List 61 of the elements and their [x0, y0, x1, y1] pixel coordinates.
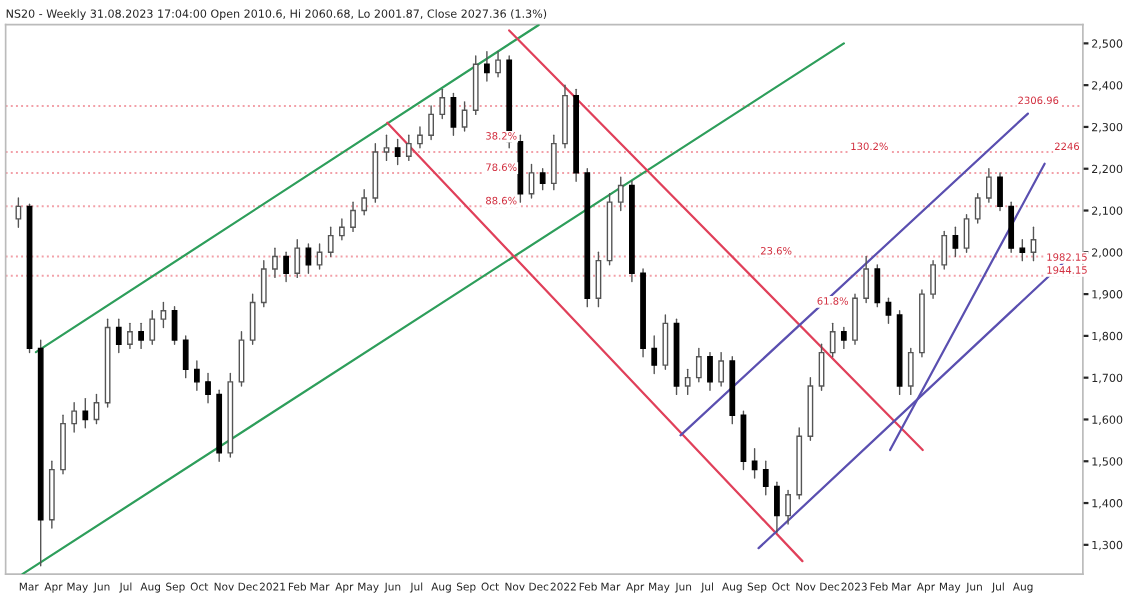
candlestick [316, 243, 323, 270]
candlestick [350, 201, 356, 233]
candlestick [930, 259, 936, 299]
candlestick [383, 134, 390, 162]
candlestick [484, 51, 490, 82]
candlestick [495, 51, 501, 78]
candlestick [127, 322, 133, 350]
candlestick [417, 126, 423, 149]
candlestick [662, 314, 669, 371]
candlestick [428, 105, 435, 141]
candlestick [305, 243, 312, 274]
candlestick [272, 247, 278, 279]
candlestick [205, 372, 211, 404]
candlestick [160, 301, 167, 329]
candlestick [294, 239, 301, 279]
candlestick [695, 347, 702, 383]
candlestick [260, 259, 267, 308]
candlestick [138, 322, 144, 350]
candlestick [874, 264, 881, 308]
candlestick [774, 481, 780, 533]
candlestick [907, 347, 914, 396]
candlestick [405, 134, 412, 162]
candlestick [684, 368, 691, 396]
candlestick [985, 168, 992, 203]
candlestick [82, 397, 89, 429]
candlestick [707, 351, 713, 391]
candlestick [651, 335, 658, 375]
candlestick [997, 172, 1003, 212]
candlestick [249, 293, 256, 345]
candlestick [394, 138, 401, 166]
candlestick [182, 335, 189, 379]
candlestick [1008, 201, 1015, 254]
candlestick [1030, 226, 1037, 262]
candlestick [617, 176, 624, 212]
candlestick [439, 88, 446, 120]
candlestick [372, 142, 379, 203]
candlestick [941, 230, 948, 270]
candlestick [539, 168, 546, 191]
candlestick [15, 197, 22, 228]
candlestick [785, 489, 791, 525]
candlestick [718, 351, 725, 387]
candlestick [60, 414, 66, 475]
candlestick [338, 218, 345, 241]
candlestick [1019, 239, 1026, 262]
candlestick [71, 402, 78, 433]
candlestick [283, 251, 289, 283]
candlestick [528, 163, 535, 199]
candlestick [149, 310, 156, 345]
candlestick [829, 322, 836, 358]
candlestick [550, 134, 557, 191]
candlestick [472, 55, 479, 116]
candlestick [193, 360, 200, 391]
candlestick [840, 326, 847, 350]
candlestick [115, 318, 122, 354]
candlestick [974, 193, 981, 224]
candlestick [361, 188, 368, 216]
candlestick [762, 460, 769, 496]
candlestick [863, 255, 870, 304]
candlestick [952, 226, 959, 258]
candlestick [327, 226, 334, 258]
candlestick [885, 297, 892, 325]
